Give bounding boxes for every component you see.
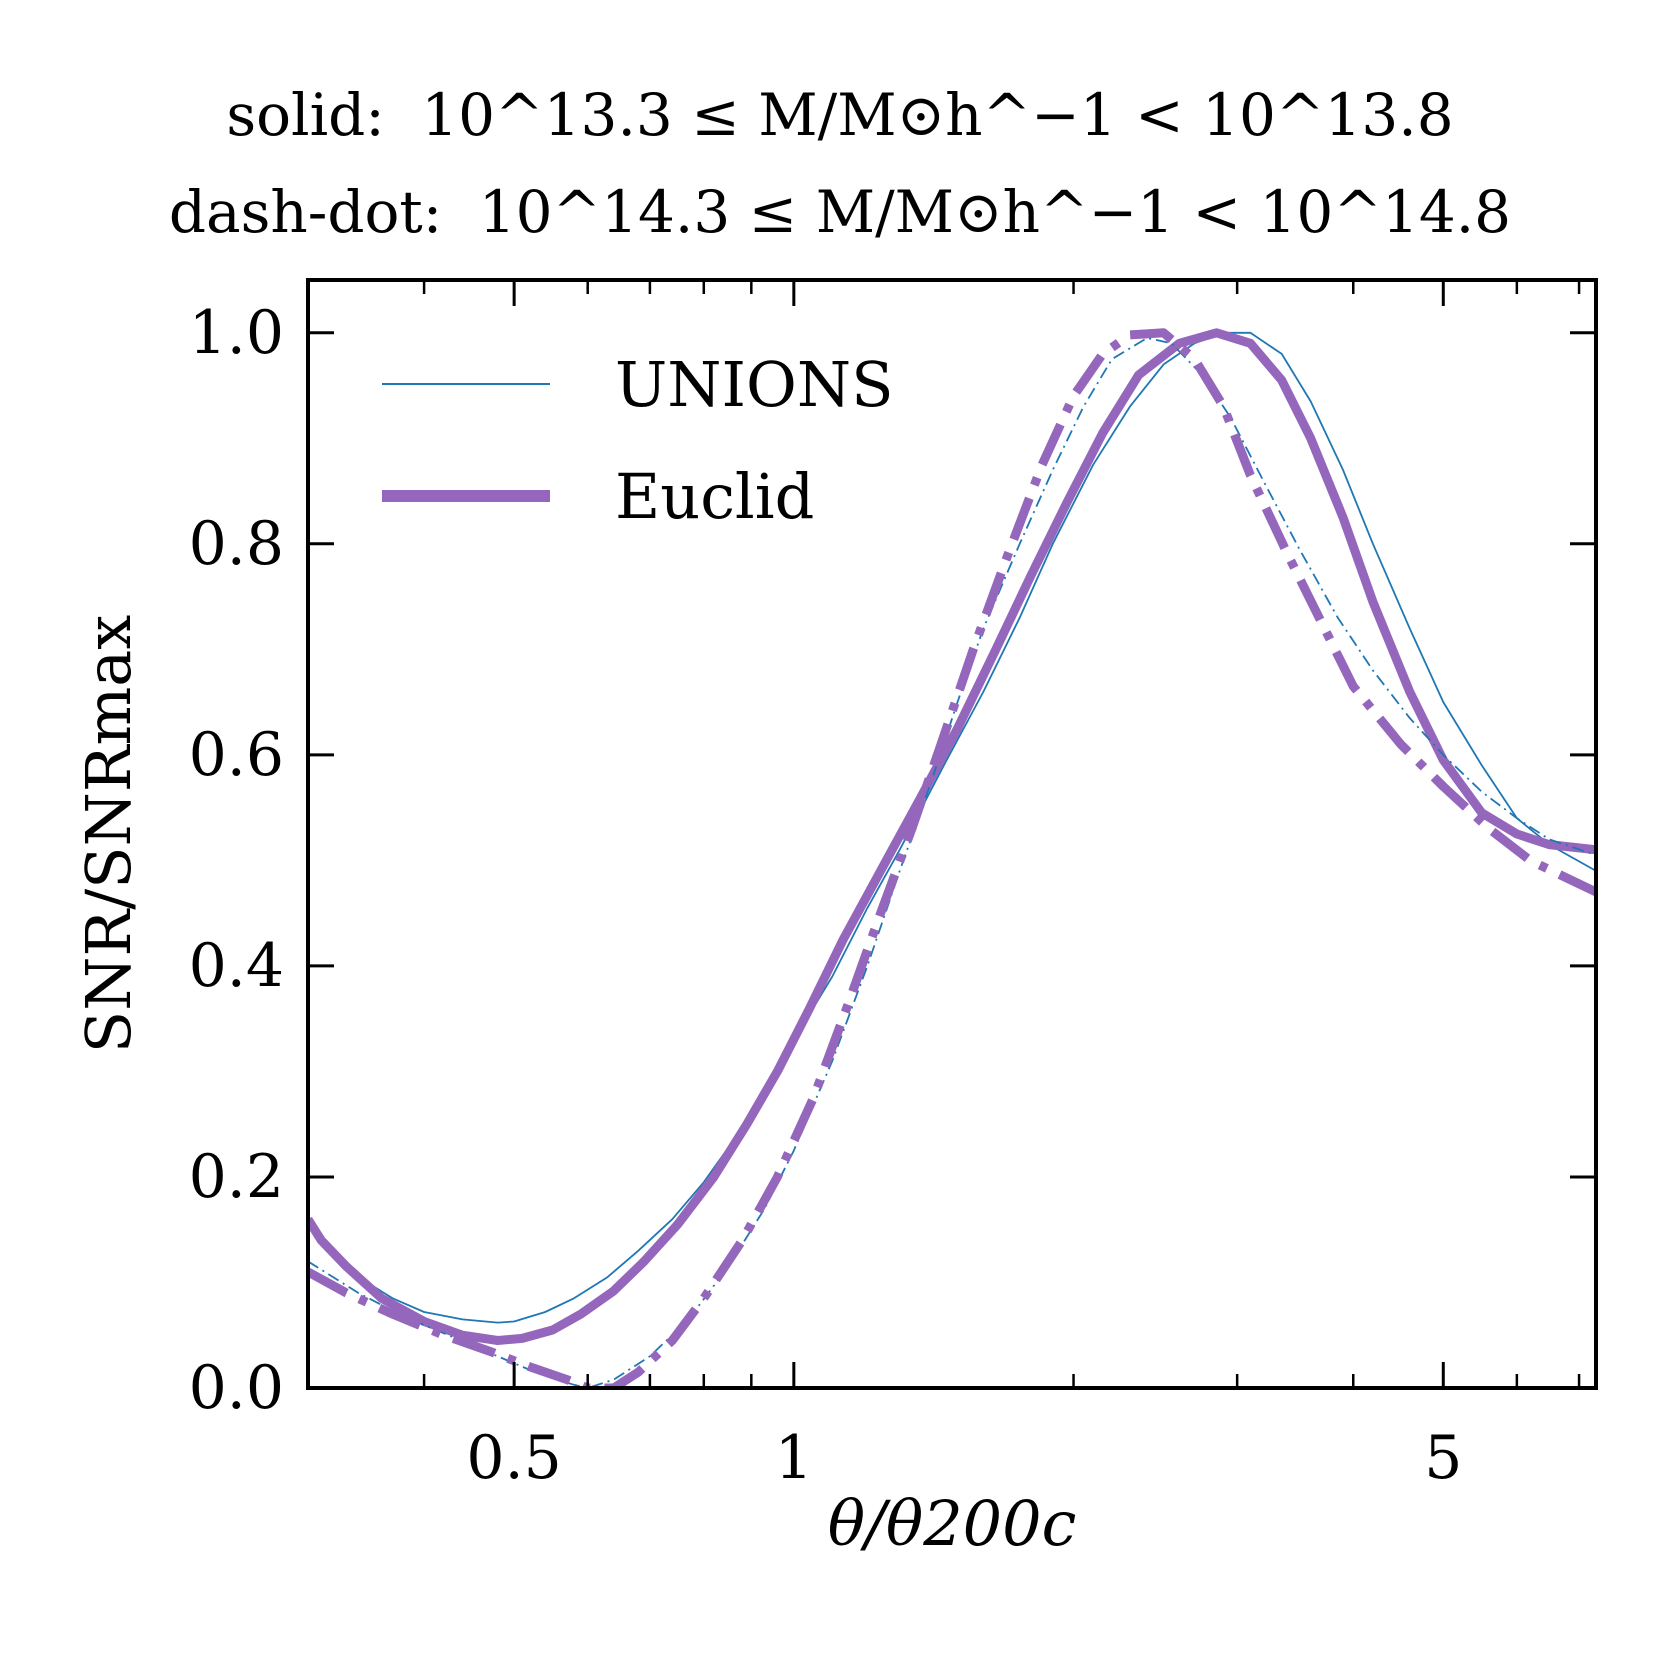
tick-layer bbox=[306, 280, 1596, 1390]
y-tick-label: 0.6 bbox=[189, 720, 284, 790]
y-tick-label: 0.0 bbox=[189, 1353, 284, 1423]
title-line-1-prefix: solid: bbox=[226, 81, 384, 149]
y-tick-label: 1.0 bbox=[189, 298, 284, 368]
title-line-2-expr: 10^14.3 ≤ M/M⊙h^−1 < 10^14.8 bbox=[479, 178, 1511, 246]
axes-frame bbox=[306, 278, 1598, 1390]
title-line-1: solid: 10^13.3 ≤ M/M⊙h^−1 < 10^13.8 bbox=[226, 81, 1453, 149]
legend: UNIONS Euclid bbox=[382, 348, 894, 533]
legend-label-euclid: Euclid bbox=[615, 460, 814, 533]
x-tick-label: 0.5 bbox=[466, 1423, 561, 1493]
series-line-unions-dash-dot bbox=[308, 337, 1596, 1388]
title-line-2-prefix: dash-dot: bbox=[169, 178, 442, 246]
x-tick-label: 5 bbox=[1424, 1423, 1462, 1493]
chart-title: solid: 10^13.3 ≤ M/M⊙h^−1 < 10^13.8 dash… bbox=[169, 81, 1511, 246]
y-axis-label: SNR/SNRmax bbox=[72, 615, 145, 1053]
y-tick-label: 0.8 bbox=[189, 509, 284, 579]
legend-label-unions: UNIONS bbox=[615, 348, 894, 421]
title-line-1-expr: 10^13.3 ≤ M/M⊙h^−1 < 10^13.8 bbox=[421, 81, 1453, 149]
title-line-2: dash-dot: 10^14.3 ≤ M/M⊙h^−1 < 10^14.8 bbox=[169, 178, 1511, 246]
series-line-unions-solid bbox=[308, 331, 1596, 1324]
x-tick-label: 1 bbox=[775, 1423, 813, 1493]
series-line-euclid-dash-dot bbox=[308, 328, 1596, 1388]
tick-labels: 0.0 0.2 0.4 0.6 0.8 1.0 0.5 1 5 bbox=[189, 298, 1463, 1493]
y-tick-label: 0.2 bbox=[189, 1142, 284, 1212]
x-axis-label: θ/θ200c bbox=[828, 1487, 1077, 1560]
series-line-euclid-solid bbox=[308, 328, 1596, 1345]
plot-area bbox=[308, 328, 1596, 1388]
y-tick-label: 0.4 bbox=[189, 931, 284, 1001]
series-layer bbox=[308, 328, 1596, 1388]
